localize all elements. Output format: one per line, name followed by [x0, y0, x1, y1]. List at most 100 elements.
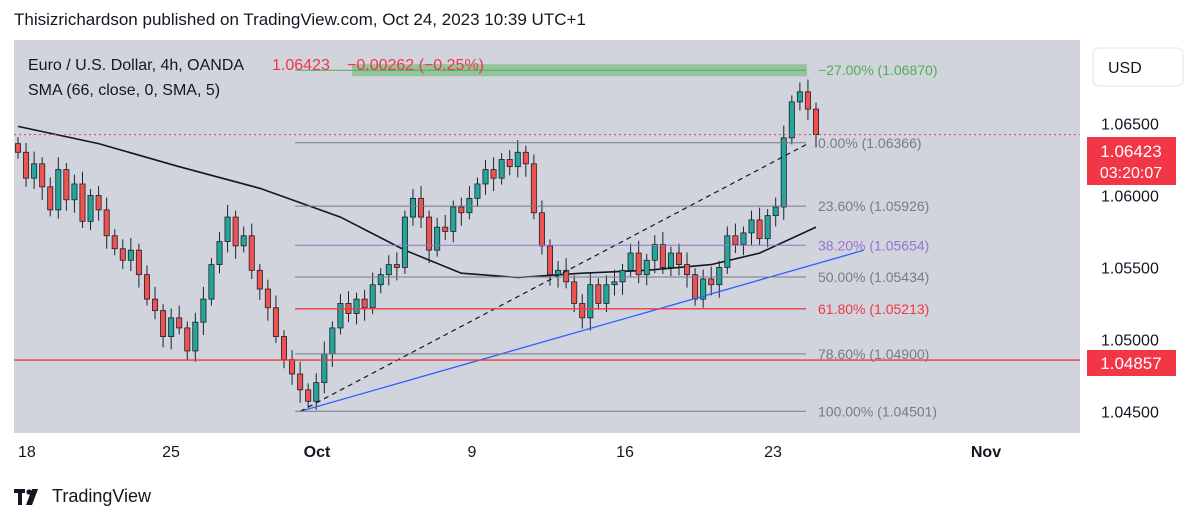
candle-body: [651, 244, 658, 261]
candle: [547, 239, 554, 286]
candle-body: [563, 269, 570, 283]
fib-level-label: 61.80% (1.05213): [818, 301, 929, 317]
x-tick-label: 18: [18, 444, 36, 461]
candle-body: [418, 197, 425, 218]
candle: [700, 269, 707, 308]
tradingview-logo[interactable]: TradingView: [14, 486, 151, 507]
candle: [804, 79, 811, 120]
y-tick-label: 1.05500: [1101, 260, 1159, 277]
candle: [216, 232, 223, 274]
candle: [39, 157, 46, 200]
candle: [764, 209, 771, 248]
candle-body: [135, 249, 142, 276]
candle: [635, 240, 642, 284]
candle-body: [555, 269, 562, 276]
candle: [14, 137, 21, 159]
candle: [401, 210, 408, 274]
candle-body: [522, 151, 529, 165]
candle-body: [788, 101, 795, 139]
x-tick-label: 16: [616, 444, 634, 461]
candle-body: [716, 267, 723, 286]
candle-body: [47, 186, 54, 211]
candle-body: [692, 274, 699, 300]
tradingview-logo-icon: [14, 488, 38, 505]
candle-body: [764, 215, 771, 240]
candle: [152, 286, 159, 320]
candle: [409, 188, 416, 226]
candle: [47, 177, 54, 217]
fib-level-label: 100.00% (1.04501): [818, 403, 937, 419]
candle-body: [176, 317, 183, 329]
candle: [337, 294, 344, 335]
candle-body: [748, 219, 755, 234]
candle-body: [611, 281, 618, 286]
fib-retracement[interactable]: −27.00% (1.06870) 0.00% (1.06366) 23.60% (…: [295, 62, 937, 419]
candle-body: [95, 195, 102, 211]
candle: [522, 145, 529, 177]
x-tick-label: Nov: [971, 444, 1001, 461]
x-tick-label: 9: [468, 444, 477, 461]
candle: [555, 260, 562, 288]
fib-anchor-diagonal: [299, 143, 809, 412]
candle: [659, 232, 666, 274]
candle-body: [14, 143, 21, 153]
y-tick-label: 1.04500: [1101, 404, 1159, 421]
candle-body: [377, 274, 384, 286]
candle: [71, 174, 78, 213]
candle: [305, 383, 312, 408]
candle-body: [643, 259, 650, 276]
candle-body: [587, 284, 594, 319]
brand-name: TradingView: [52, 486, 152, 506]
candle-body: [337, 303, 344, 329]
candle-body: [119, 248, 126, 261]
candle-body: [369, 284, 376, 309]
candle-body: [571, 281, 578, 304]
candle: [490, 157, 497, 192]
candle: [675, 243, 682, 276]
candle-body: [675, 252, 682, 265]
candle-body: [627, 252, 634, 271]
candle-body: [305, 389, 312, 402]
candle: [684, 252, 691, 288]
last-price-tag: 1.06423 03:20:07: [1087, 137, 1176, 185]
candle: [200, 286, 207, 336]
plot-area[interactable]: [14, 40, 1080, 433]
sma-66-line: [17, 125, 817, 279]
candle-body: [708, 278, 715, 286]
candle-body: [224, 216, 231, 242]
candle-body: [450, 206, 457, 232]
candle-body: [434, 226, 441, 251]
line-price-tag: 1.04857: [1087, 350, 1176, 376]
candle: [450, 200, 457, 243]
candle-body: [63, 169, 70, 201]
candle: [31, 151, 38, 189]
candle-body: [168, 317, 175, 337]
candle: [611, 269, 618, 296]
candles-layer: [14, 79, 820, 410]
sma-layer: [17, 125, 817, 279]
candle-body: [321, 353, 328, 384]
candle: [796, 82, 803, 111]
candle: [95, 186, 102, 221]
publisher-header: Thisizrichardson published on TradingVie…: [14, 10, 586, 29]
candle: [571, 275, 578, 313]
x-tick-label: 23: [764, 444, 782, 461]
candle-body: [667, 252, 674, 268]
currency-button[interactable]: USD: [1092, 47, 1184, 87]
symbol-label: Euro / U.S. Dollar, 4h, OANDA: [28, 57, 244, 74]
candle-body: [482, 169, 489, 185]
candle: [103, 197, 110, 249]
candle: [63, 163, 70, 211]
candle: [272, 295, 279, 344]
candle: [184, 321, 191, 360]
candle-body: [289, 359, 296, 375]
candle-body: [547, 245, 554, 276]
candle-body: [248, 235, 255, 271]
candle-body: [426, 216, 433, 251]
candle-body: [55, 169, 62, 211]
x-tick-label: Oct: [304, 444, 331, 461]
candle-body: [401, 216, 408, 268]
candle-body: [740, 232, 747, 245]
candle-body: [732, 235, 739, 245]
